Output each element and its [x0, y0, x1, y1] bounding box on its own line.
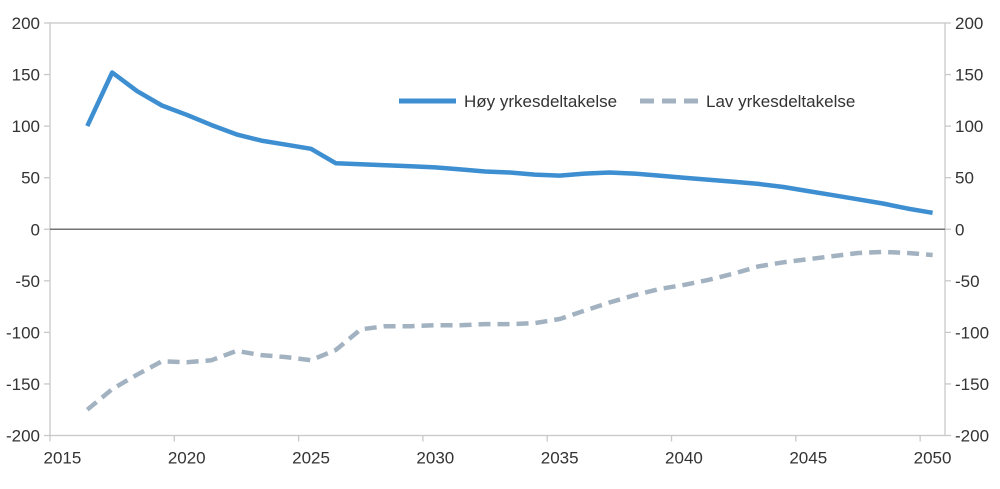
- series-line-hoy-yrkesdeltakelse: [85, 70, 933, 216]
- axis-ticks-group: [44, 22, 951, 442]
- y-axis-label-right: 200: [955, 14, 983, 33]
- y-axis-label-right: 0: [955, 220, 964, 239]
- y-axis-label-right: 100: [955, 117, 983, 136]
- y-axis-label-left: 0: [31, 220, 40, 239]
- x-axis-label: 2015: [44, 449, 82, 468]
- series-line-lav-yrkesdeltakelse: [85, 249, 933, 412]
- x-axis-label: 2045: [789, 449, 827, 468]
- x-axis-label: 2025: [292, 449, 330, 468]
- y-axis-label-left: -100: [6, 323, 40, 342]
- series-lines-group: [85, 70, 933, 412]
- y-axis-label-right: 150: [955, 66, 983, 85]
- y-axis-label-right: -200: [955, 427, 989, 446]
- y-axis-label-left: 100: [12, 117, 40, 136]
- axis-labels-group: 200 200 150 150 100 100 50 50 0 0 -50 -50 -100 -100 -1…: [6, 14, 989, 468]
- x-axis-label: 2020: [168, 449, 206, 468]
- legend: Høy yrkesdeltakelse Lav yrkesdeltakelse: [399, 92, 855, 111]
- y-axis-label-left: 50: [21, 169, 40, 188]
- x-axis-label: 2030: [416, 449, 454, 468]
- x-axis-label: 2040: [665, 449, 703, 468]
- y-axis-label-right: -50: [955, 272, 980, 291]
- legend-lav-label: Lav yrkesdeltakelse: [706, 92, 855, 111]
- y-axis-label-left: 200: [12, 14, 40, 33]
- y-axis-label-right: 50: [955, 169, 974, 188]
- x-axis-label: 2050: [914, 449, 952, 468]
- plot-frame-group: [49, 22, 946, 437]
- y-axis-label-left: -150: [6, 375, 40, 394]
- y-axis-label-left: 150: [12, 66, 40, 85]
- y-axis-label-right: -150: [955, 375, 989, 394]
- legend-hoy-label: Høy yrkesdeltakelse: [464, 92, 617, 111]
- x-axis-label: 2035: [541, 449, 579, 468]
- y-axis-label-right: -100: [955, 323, 989, 342]
- y-axis-label-left: -50: [15, 272, 40, 291]
- y-axis-label-left: -200: [6, 427, 40, 446]
